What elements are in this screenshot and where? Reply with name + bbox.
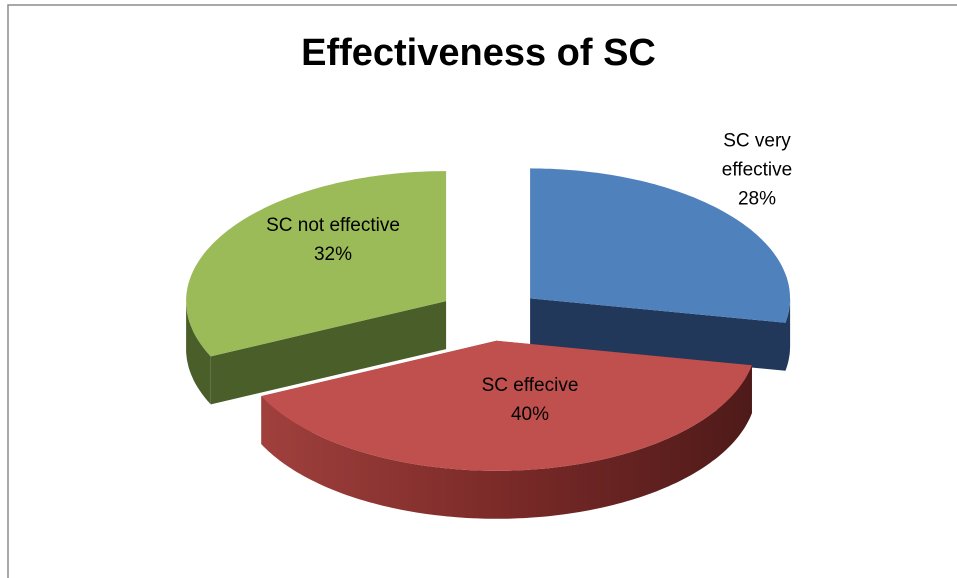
slice-value: 28% — [737, 188, 777, 210]
slice-side — [261, 365, 752, 519]
slice-value: 40% — [510, 404, 550, 425]
pie-slice — [530, 168, 791, 323]
slice-label: SC not effective 32% — [248, 211, 418, 269]
slice-side — [186, 301, 211, 405]
pie-slice — [186, 171, 447, 357]
pie-slice — [261, 340, 752, 471]
slice-label: SC effecive 40% — [445, 371, 615, 429]
slice-name: SC effecive — [481, 375, 579, 396]
slice-side — [210, 301, 447, 405]
slice-value: 32% — [313, 244, 353, 265]
chart-title: Effectiveness of SC — [301, 32, 656, 74]
slice-side — [530, 298, 786, 371]
slice-side — [785, 298, 791, 371]
chart-border — [7, 4, 957, 578]
slice-label: SC very effective 28% — [702, 127, 812, 214]
slice-name: SC not effective — [266, 215, 400, 236]
slice-name: SC very effective — [721, 130, 793, 181]
